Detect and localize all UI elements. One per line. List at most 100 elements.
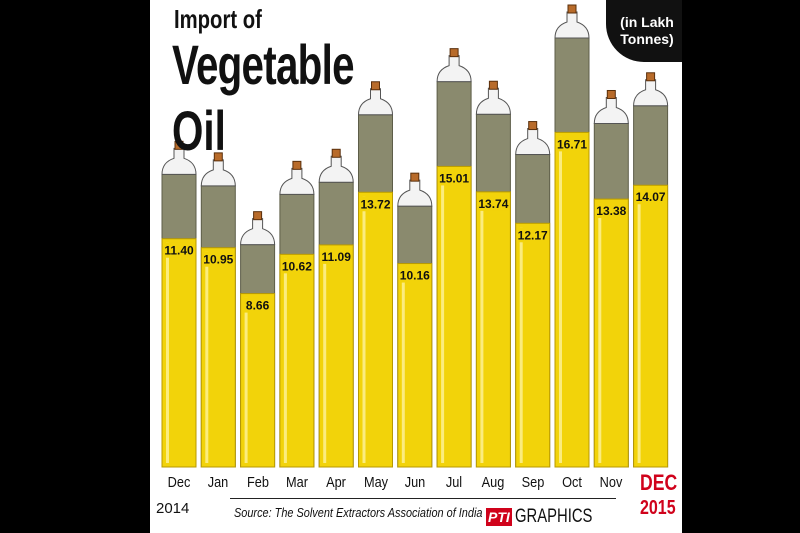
value-label: 11.40 [164,244,194,258]
bottle-bar-9: 12.17 [515,121,551,468]
credit-text: GRAPHICS [514,506,593,527]
value-label-bg [360,196,391,212]
value-label: 11.09 [322,250,352,264]
bottle-neck [554,11,590,39]
bottle-cork [567,4,577,14]
bottle-cork [253,211,263,221]
month-label: Aug [482,474,505,491]
month-label: Feb [246,474,269,491]
bottle-shine [166,242,169,463]
bottle-cork [292,160,302,170]
bottle-shine [480,195,484,463]
credit: PTI GRAPHICS [486,506,614,528]
bottle-cork [646,72,656,82]
bottle-bar-11: 13.38 [593,89,629,468]
month-label: Apr [326,474,347,491]
value-label-bg [399,267,430,283]
bottle-bar-1: 10.95 [200,152,236,468]
bottle-shine [441,170,445,463]
value-label-bg [478,195,509,211]
month-label: Jan [208,474,229,491]
chart-title-line-2: Vegetable [172,33,354,96]
value-label-bg [242,297,273,313]
bottle-bar-5: 13.72 [357,81,394,468]
bottle-neck [240,218,276,246]
value-label-bg [281,258,312,274]
value-label: 13.72 [360,197,390,211]
value-label: 15.01 [439,171,469,185]
bottle-shine [362,196,366,463]
value-label-bg [517,227,548,243]
value-label-bg [203,251,234,267]
bottle-shine [323,248,327,463]
bottle-cork [174,140,184,150]
value-label-bg [439,170,470,186]
month-label: Oct [562,474,582,491]
chart-title-line-1: Import of [174,4,262,34]
value-label-bg [164,242,194,258]
year-start-label: 2014 [156,500,190,517]
bottle-neck [357,88,394,116]
source-note: Source: The Solvent Extractors Associati… [234,505,483,520]
bottle-bar-3: 10.62 [279,160,315,468]
value-label-bg [321,248,352,264]
unit-badge: (in Lakh Tonnes) [606,0,682,62]
value-label: 13.74 [478,197,508,211]
value-label: 10.16 [400,269,430,283]
bottle-shine [244,297,248,463]
bottle-neck [475,87,511,115]
bottle-cork [449,48,459,58]
bottle-bar-7: 15.01 [436,48,472,468]
bottle-bar-8: 13.74 [475,80,511,468]
value-label-bg [557,136,587,152]
chart-panel: 11.40 10.95 8.66 10.62 11.09 13.72 10.16 15.01 1… [150,0,682,533]
bottle-bar-0: 11.40 [161,140,197,468]
bottle-shine [519,227,523,463]
bottle-cork [528,121,538,131]
bottle-neck [633,79,669,107]
bottle-neck [161,147,197,175]
value-label: 13.38 [596,204,626,218]
bottle-neck [397,179,433,207]
bottle-cork [371,81,380,91]
bottle-shine [598,203,602,463]
bottle-neck [318,155,354,183]
chart-title-line-3: Oil [172,99,226,162]
bottle-neck [200,159,236,187]
bottle-cork [606,89,616,99]
bottle-cork [488,80,498,90]
year-end-label: 2015 [640,497,676,519]
bottle-neck [593,96,629,124]
bottle-bar-10: 16.71 [554,4,590,468]
bottle-shine [637,189,641,464]
bottle-neck [436,55,472,83]
value-label: 12.17 [518,228,548,242]
bottle-shine [401,267,405,463]
value-label: 10.62 [282,259,312,273]
value-label: 8.66 [246,299,270,313]
bottle-cork [213,152,223,162]
month-label: Dec [167,474,191,491]
pti-logo: PTI [486,508,512,526]
month-label-dec-2015: DEC [640,470,678,495]
month-label: Nov [599,474,623,491]
bottle-cork [410,172,420,182]
month-label: Mar [285,474,308,491]
value-label: 10.95 [203,253,233,267]
value-label-bg [635,189,666,205]
bottle-bar-4: 11.09 [318,148,354,468]
bottle-neck [279,167,315,195]
bottle-bar-6: 10.16 [397,172,433,468]
footer-divider [230,498,616,499]
bottle-bar-2: 8.66 [240,211,276,468]
value-label: 16.71 [557,137,587,151]
bottle-shine [283,258,287,463]
value-label-bg [596,203,627,219]
month-label: Jul [445,474,463,491]
chart-area: 11.40 10.95 8.66 10.62 11.09 13.72 10.16 15.01 1… [161,4,669,468]
month-label: Jun [404,474,426,491]
month-label: May [363,474,388,491]
bottle-bar-12: 14.07 [633,72,669,468]
bottle-cork [331,148,341,158]
month-label: Sep [521,474,545,491]
